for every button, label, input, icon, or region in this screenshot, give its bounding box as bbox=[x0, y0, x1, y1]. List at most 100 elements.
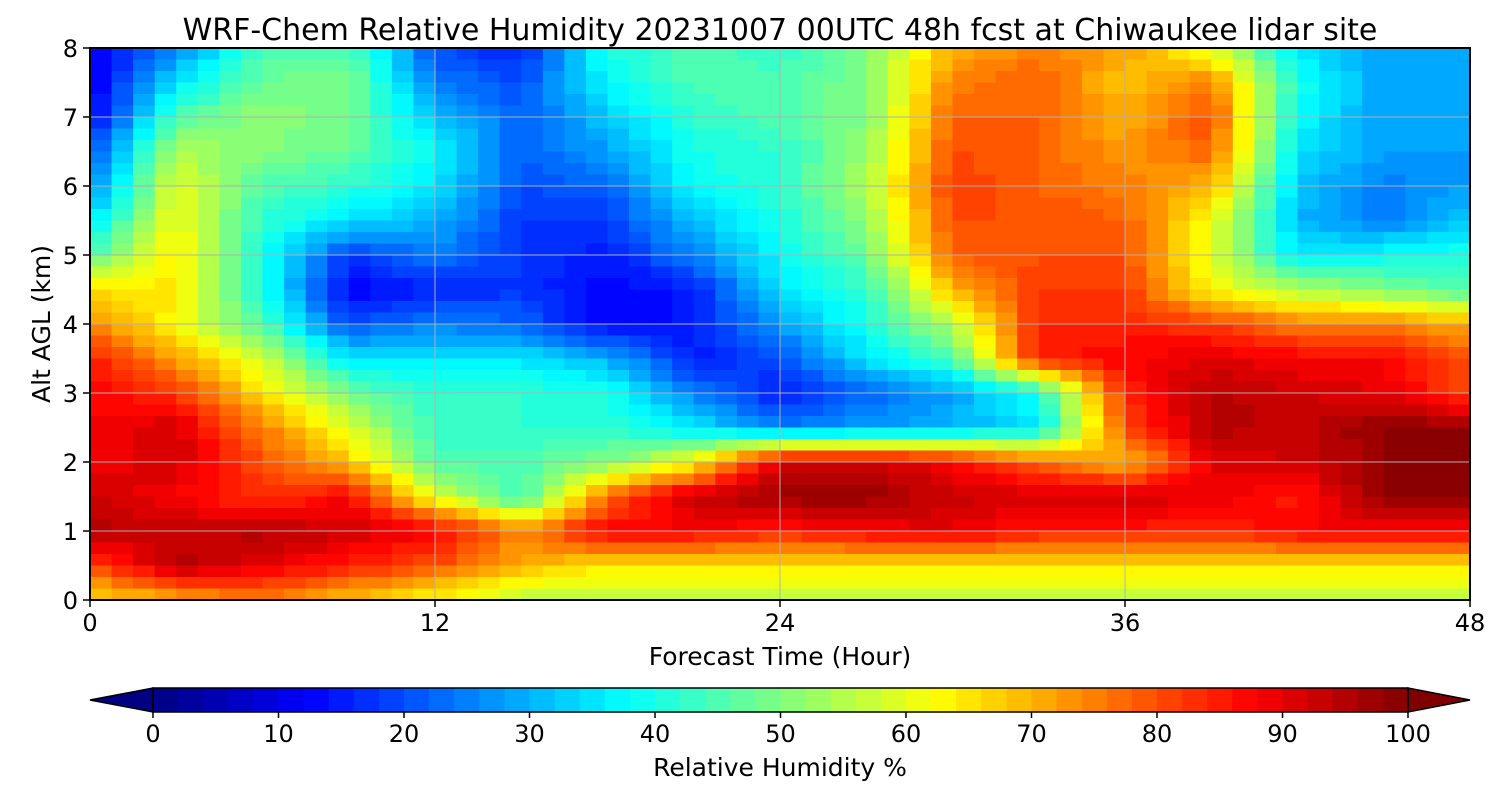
heatmap-cell bbox=[176, 128, 199, 141]
heatmap-cell bbox=[1340, 588, 1363, 601]
heatmap-cell bbox=[1362, 577, 1385, 590]
heatmap-cell bbox=[844, 462, 867, 475]
heatmap-cell bbox=[435, 94, 458, 107]
heatmap-cell bbox=[1383, 266, 1406, 279]
heatmap-cell bbox=[1211, 301, 1234, 314]
heatmap-cell bbox=[952, 439, 975, 452]
heatmap-cell bbox=[327, 324, 350, 337]
heatmap-cell bbox=[1448, 531, 1471, 544]
heatmap-cell bbox=[1448, 197, 1471, 210]
heatmap-cell bbox=[327, 255, 350, 268]
heatmap-cell bbox=[974, 174, 997, 187]
heatmap-cell bbox=[1448, 485, 1471, 498]
heatmap-cell bbox=[1340, 197, 1363, 210]
heatmap-cell bbox=[887, 48, 910, 61]
heatmap-cell bbox=[1405, 232, 1428, 245]
heatmap-cell bbox=[780, 128, 803, 141]
heatmap-cell bbox=[262, 243, 285, 256]
heatmap-cell bbox=[887, 312, 910, 325]
heatmap-cell bbox=[111, 255, 134, 268]
heatmap-cell bbox=[262, 554, 285, 567]
heatmap-cell bbox=[262, 531, 285, 544]
heatmap-cell bbox=[1189, 48, 1212, 61]
heatmap-cell bbox=[262, 427, 285, 440]
heatmap-cell bbox=[1426, 220, 1450, 233]
heatmap-cell bbox=[952, 174, 975, 187]
heatmap-cell bbox=[111, 232, 134, 245]
heatmap-cell bbox=[219, 255, 242, 268]
heatmap-cell bbox=[1383, 358, 1406, 371]
heatmap-cell bbox=[1319, 370, 1342, 383]
heatmap-cell bbox=[1448, 519, 1471, 532]
heatmap-cell bbox=[499, 186, 522, 199]
heatmap-cell bbox=[348, 508, 371, 521]
heatmap-cell bbox=[435, 554, 458, 567]
heatmap-cell bbox=[1275, 462, 1299, 475]
heatmap-cell bbox=[176, 358, 199, 371]
heatmap-cell bbox=[585, 370, 609, 383]
heatmap-cell bbox=[370, 393, 393, 406]
heatmap-cell bbox=[866, 186, 889, 199]
heatmap-cell bbox=[1146, 473, 1169, 486]
heatmap-cell bbox=[1038, 266, 1061, 279]
heatmap-cell bbox=[1125, 82, 1148, 95]
heatmap-cell bbox=[1426, 508, 1450, 521]
heatmap-cell bbox=[1383, 197, 1406, 210]
heatmap-cell bbox=[974, 416, 997, 429]
heatmap-cell bbox=[1038, 554, 1061, 567]
heatmap-cell bbox=[1340, 209, 1363, 222]
heatmap-cell bbox=[111, 519, 134, 532]
heatmap-cell bbox=[909, 266, 932, 279]
heatmap-cell bbox=[1017, 462, 1040, 475]
heatmap-cell bbox=[456, 94, 479, 107]
heatmap-cell bbox=[542, 255, 565, 268]
heatmap-cell bbox=[866, 427, 889, 440]
heatmap-cell bbox=[154, 542, 177, 555]
heatmap-cell bbox=[672, 381, 695, 394]
heatmap-cell bbox=[1146, 174, 1169, 187]
heatmap-cell bbox=[219, 163, 242, 176]
heatmap-cell bbox=[1319, 508, 1342, 521]
heatmap-cell bbox=[1297, 266, 1320, 279]
heatmap-cell bbox=[154, 220, 177, 233]
heatmap-cell bbox=[585, 117, 609, 130]
heatmap-cell bbox=[629, 324, 652, 337]
heatmap-cell bbox=[1297, 358, 1320, 371]
heatmap-cell bbox=[909, 496, 932, 509]
heatmap-cell bbox=[736, 48, 760, 61]
heatmap-cell bbox=[1232, 450, 1255, 463]
heatmap-cell bbox=[262, 255, 285, 268]
heatmap-cell bbox=[780, 496, 803, 509]
heatmap-cell bbox=[305, 255, 328, 268]
heatmap-cell bbox=[607, 439, 630, 452]
heatmap-cell bbox=[974, 301, 997, 314]
heatmap-cell bbox=[672, 82, 695, 95]
heatmap-cell bbox=[284, 186, 307, 199]
heatmap-cell bbox=[1319, 94, 1342, 107]
heatmap-cell bbox=[1426, 197, 1450, 210]
heatmap-cell bbox=[952, 358, 975, 371]
heatmap-cell bbox=[521, 197, 544, 210]
heatmap-cell bbox=[715, 324, 738, 337]
heatmap-cell bbox=[995, 312, 1018, 325]
heatmap-cell bbox=[801, 289, 824, 302]
heatmap-cell bbox=[1448, 163, 1471, 176]
heatmap-cell bbox=[1275, 289, 1299, 302]
heatmap-cell bbox=[1060, 485, 1083, 498]
heatmap-cell bbox=[1060, 462, 1083, 475]
heatmap-cell bbox=[1017, 266, 1040, 279]
heatmap-cell bbox=[111, 393, 134, 406]
heatmap-cell bbox=[176, 243, 199, 256]
heatmap-cell bbox=[1081, 358, 1105, 371]
heatmap-cell bbox=[672, 140, 695, 153]
heatmap-cell bbox=[1254, 151, 1277, 164]
heatmap-cell bbox=[995, 301, 1018, 314]
heatmap-cell bbox=[1448, 301, 1471, 314]
heatmap-cell bbox=[154, 312, 177, 325]
heatmap-cell bbox=[521, 450, 544, 463]
heatmap-cell bbox=[1168, 209, 1191, 222]
heatmap-cell bbox=[693, 82, 716, 95]
heatmap-cell bbox=[629, 82, 652, 95]
heatmap-cell bbox=[1211, 370, 1234, 383]
heatmap-cell bbox=[284, 324, 307, 337]
